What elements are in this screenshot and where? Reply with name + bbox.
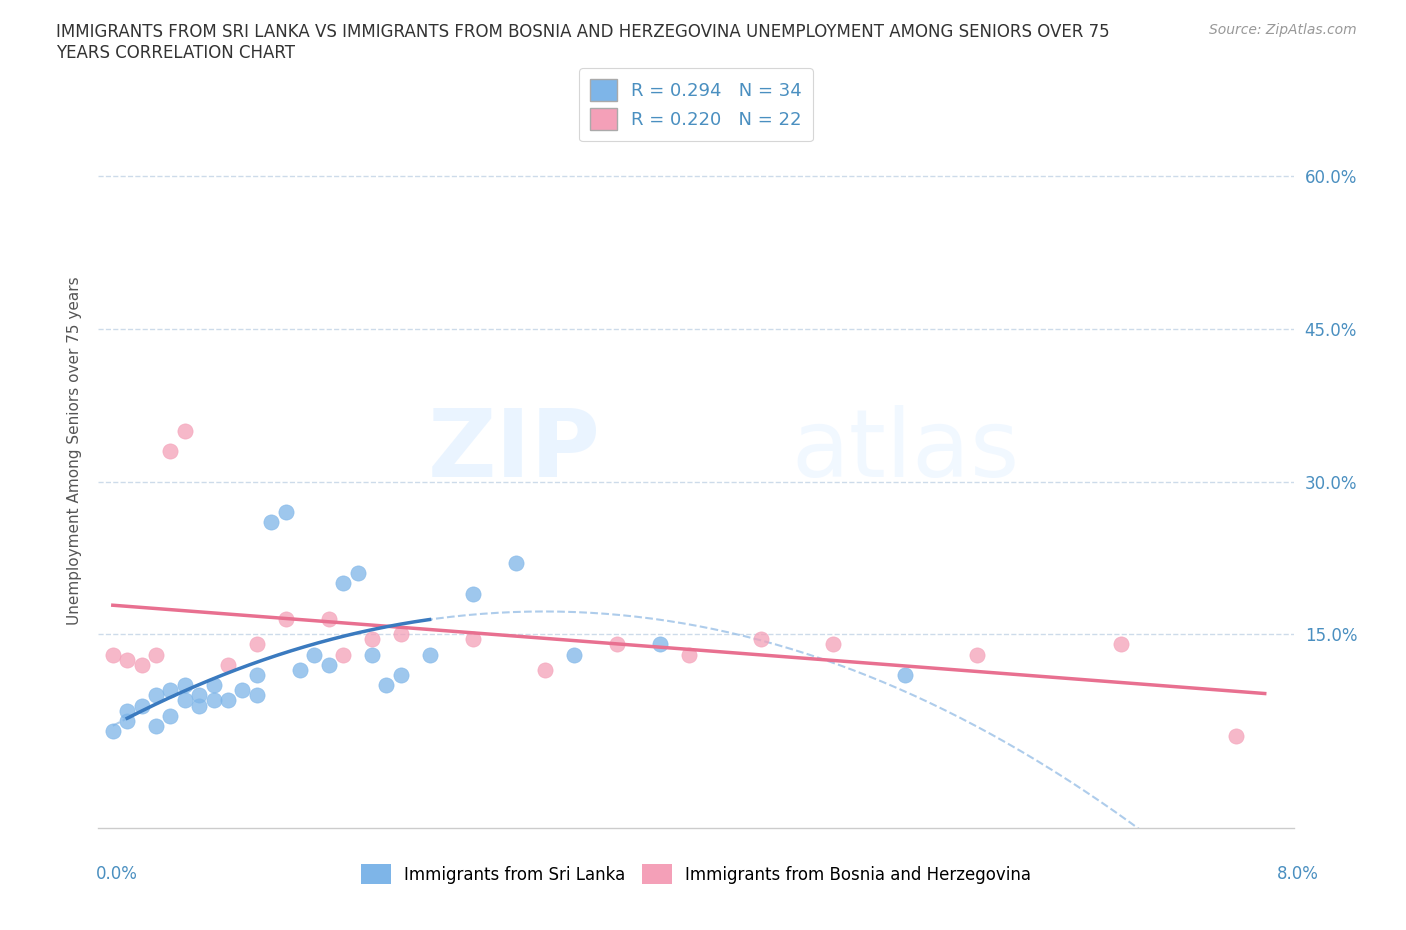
Legend: R = 0.294   N = 34, R = 0.220   N = 22: R = 0.294 N = 34, R = 0.220 N = 22 bbox=[579, 69, 813, 141]
Point bbox=[318, 658, 340, 672]
Point bbox=[606, 637, 628, 652]
Point bbox=[505, 555, 527, 570]
Point bbox=[246, 668, 269, 683]
Point bbox=[1109, 637, 1132, 652]
Point bbox=[332, 576, 354, 591]
Point bbox=[893, 668, 915, 683]
Point bbox=[562, 647, 585, 662]
Text: Source: ZipAtlas.com: Source: ZipAtlas.com bbox=[1209, 23, 1357, 37]
Point bbox=[202, 678, 225, 693]
Y-axis label: Unemployment Among Seniors over 75 years: Unemployment Among Seniors over 75 years bbox=[66, 277, 82, 625]
Point bbox=[188, 698, 211, 713]
Point bbox=[419, 647, 441, 662]
Point bbox=[131, 698, 153, 713]
Point bbox=[101, 647, 124, 662]
Point bbox=[188, 688, 211, 703]
Point bbox=[304, 647, 326, 662]
Point bbox=[159, 709, 181, 724]
Point bbox=[145, 719, 167, 734]
Point bbox=[173, 678, 195, 693]
Point bbox=[131, 658, 153, 672]
Point bbox=[115, 703, 138, 718]
Text: ZIP: ZIP bbox=[427, 405, 600, 497]
Text: atlas: atlas bbox=[792, 405, 1019, 497]
Point bbox=[173, 693, 195, 708]
Point bbox=[159, 683, 181, 698]
Point bbox=[346, 565, 368, 580]
Text: 0.0%: 0.0% bbox=[96, 865, 138, 883]
Point bbox=[749, 632, 772, 647]
Point bbox=[115, 652, 138, 667]
Point bbox=[288, 662, 311, 677]
Point bbox=[1225, 728, 1247, 743]
Text: YEARS CORRELATION CHART: YEARS CORRELATION CHART bbox=[56, 44, 295, 61]
Point bbox=[260, 515, 283, 530]
Point bbox=[145, 688, 167, 703]
Point bbox=[332, 647, 354, 662]
Point bbox=[461, 632, 484, 647]
Point bbox=[159, 444, 181, 458]
Point bbox=[202, 693, 225, 708]
Point bbox=[274, 505, 297, 520]
Point bbox=[101, 724, 124, 738]
Point bbox=[145, 647, 167, 662]
Point bbox=[375, 678, 398, 693]
Point bbox=[389, 627, 412, 642]
Point bbox=[246, 637, 269, 652]
Point bbox=[361, 632, 384, 647]
Point bbox=[274, 612, 297, 627]
Point bbox=[648, 637, 671, 652]
Point bbox=[361, 647, 384, 662]
Point bbox=[173, 423, 195, 438]
Point bbox=[115, 713, 138, 728]
Point bbox=[231, 683, 253, 698]
Point bbox=[821, 637, 844, 652]
Point bbox=[389, 668, 412, 683]
Point bbox=[217, 693, 239, 708]
Point bbox=[318, 612, 340, 627]
Text: IMMIGRANTS FROM SRI LANKA VS IMMIGRANTS FROM BOSNIA AND HERZEGOVINA UNEMPLOYMENT: IMMIGRANTS FROM SRI LANKA VS IMMIGRANTS … bbox=[56, 23, 1109, 41]
Point bbox=[246, 688, 269, 703]
Point bbox=[678, 647, 700, 662]
Text: 8.0%: 8.0% bbox=[1277, 865, 1319, 883]
Point bbox=[461, 586, 484, 601]
Point bbox=[217, 658, 239, 672]
Point bbox=[966, 647, 988, 662]
Point bbox=[533, 662, 555, 677]
